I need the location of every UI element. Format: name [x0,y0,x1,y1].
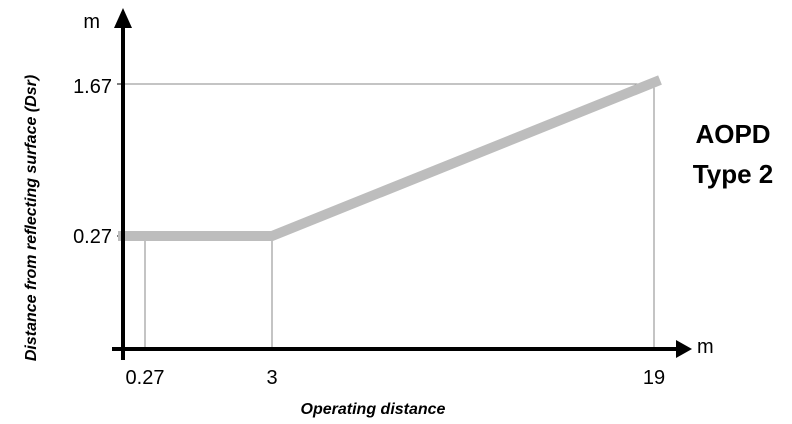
reference-lines [117,83,655,349]
x-axis-title: Operating distance [301,401,446,418]
y-axis-title: Distance from reflecting surface (Dsr) [23,75,40,361]
annotation-line-1: AOPD [695,119,770,149]
y-tick-label: 1.67 [73,76,112,98]
y-axis-arrow-icon [114,8,132,28]
series-line [118,75,662,241]
x-axis-unit: m [697,336,714,358]
y-axis-unit: m [83,11,100,33]
x-axis-arrow-icon [676,340,692,358]
y-tick-label: 0.27 [73,226,112,248]
x-tick-label: 19 [643,367,665,389]
x-tick-label: 0.27 [126,367,165,389]
annotation-line-2: Type 2 [693,159,773,189]
x-tick-label: 3 [266,367,277,389]
